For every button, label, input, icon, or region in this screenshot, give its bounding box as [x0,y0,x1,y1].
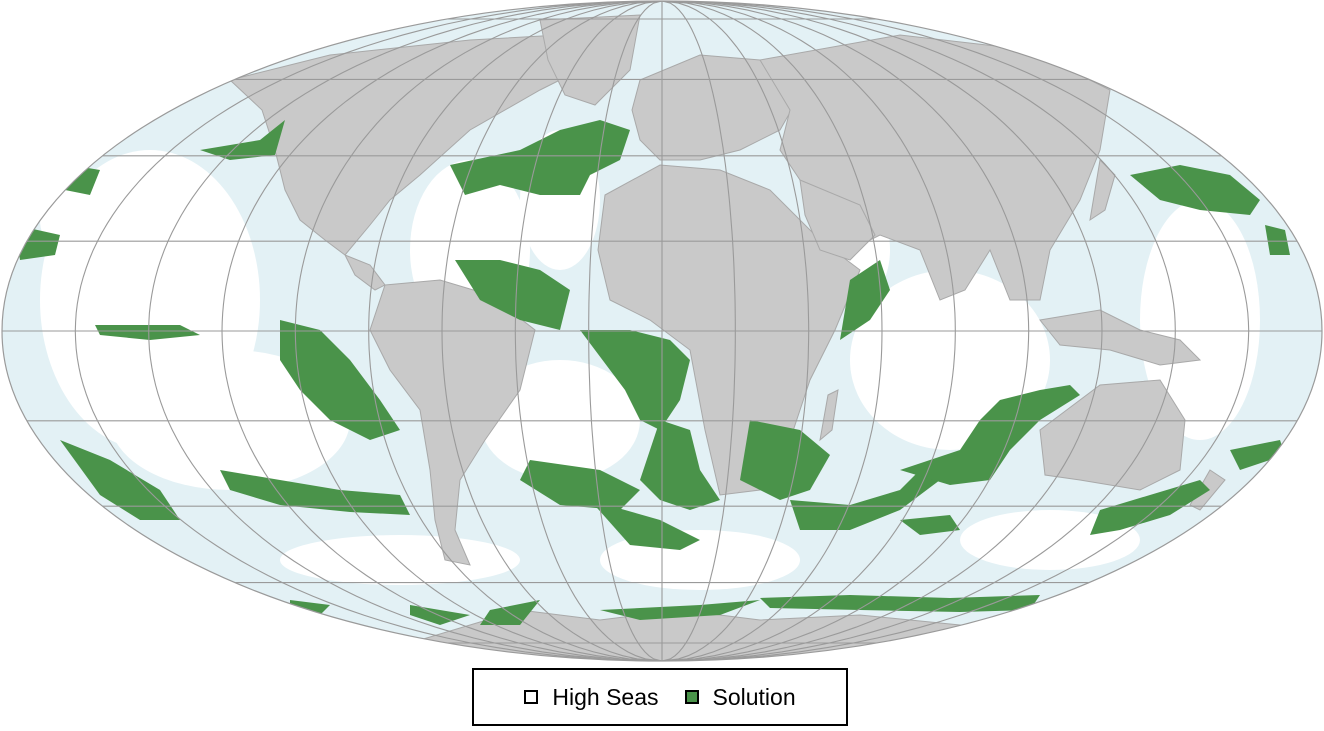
globe-outline [1,0,1323,662]
map-legend: High Seas Solution [472,668,848,726]
graticule-lines [2,0,1322,662]
southeast-asia-islands [1039,309,1202,366]
central-america [343,254,386,291]
legend-label-high-seas: High Seas [552,683,659,710]
arabia [799,179,876,261]
legend-item-high-seas: High Seas [524,683,659,711]
madagascar [819,389,839,442]
legend-item-solution: Solution [684,683,796,711]
legend-label-solution: Solution [712,683,796,710]
high-seas-swatch [524,690,539,704]
solution-swatch [684,690,699,704]
